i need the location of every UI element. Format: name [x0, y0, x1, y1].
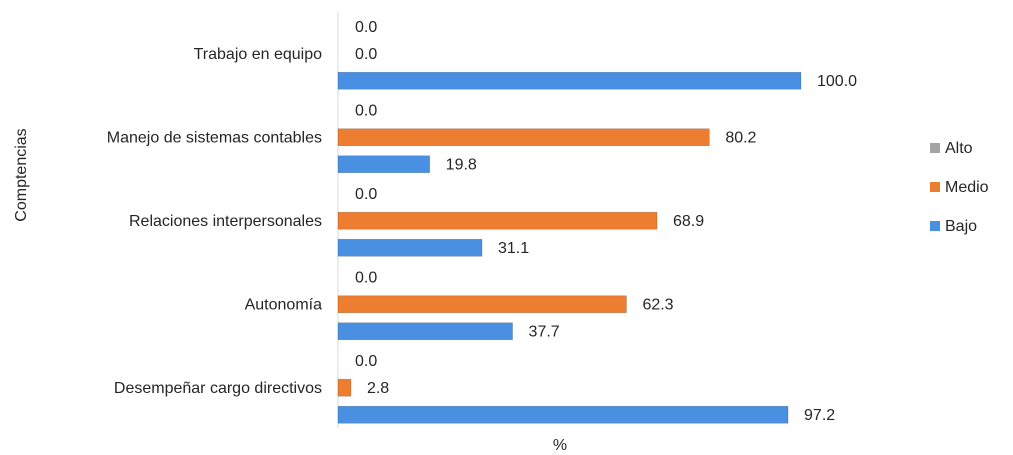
data-label-alto-trabajo-en-equipo: 0.0	[355, 19, 377, 36]
bar-bajo-manejo-de-sistemas-contables	[337, 155, 430, 174]
category-label-trabajo-en-equipo: Trabajo en equipo	[194, 46, 322, 63]
category-label-autonomia: Autonomía	[245, 296, 322, 313]
data-label-bajo-manejo-de-sistemas-contables: 19.8	[446, 156, 477, 173]
data-label-bajo-autonomia: 37.7	[529, 323, 560, 340]
bar-bajo-desempenar-cargo-directivos	[337, 405, 789, 424]
bar-bajo-trabajo-en-equipo	[337, 71, 802, 90]
data-label-alto-relaciones-interpersonales: 0.0	[355, 186, 377, 203]
bar-bajo-autonomia	[337, 322, 513, 341]
data-label-alto-autonomia: 0.0	[355, 269, 377, 286]
data-label-medio-trabajo-en-equipo: 0.0	[355, 46, 377, 63]
bar-medio-autonomia	[337, 295, 627, 314]
bar-medio-relaciones-interpersonales	[337, 211, 658, 230]
legend-label-alto: Alto	[945, 140, 973, 157]
category-label-relaciones-interpersonales: Relaciones interpersonales	[129, 213, 322, 230]
x-axis-title: %	[553, 437, 567, 454]
data-label-alto-desempenar-cargo-directivos: 0.0	[355, 353, 377, 370]
category-label-desempenar-cargo-directivos: Desempeñar cargo directivos	[114, 380, 322, 397]
data-label-medio-manejo-de-sistemas-contables: 80.2	[725, 129, 756, 146]
data-label-medio-autonomia: 62.3	[642, 296, 673, 313]
legend-label-medio: Medio	[945, 179, 989, 196]
data-label-bajo-relaciones-interpersonales: 31.1	[498, 240, 529, 257]
data-label-medio-relaciones-interpersonales: 68.9	[673, 213, 704, 230]
data-label-bajo-trabajo-en-equipo: 100.0	[817, 73, 857, 90]
legend-swatch-medio	[930, 182, 940, 192]
data-label-bajo-desempenar-cargo-directivos: 97.2	[804, 407, 835, 424]
data-label-alto-manejo-de-sistemas-contables: 0.0	[355, 102, 377, 119]
data-label-medio-desempenar-cargo-directivos: 2.8	[367, 380, 389, 397]
y-axis-title: Comptencias	[13, 128, 30, 221]
bar-medio-desempenar-cargo-directivos	[337, 378, 352, 397]
bars	[337, 71, 802, 424]
category-label-manejo-de-sistemas-contables: Manejo de sistemas contables	[107, 129, 322, 146]
bar-medio-manejo-de-sistemas-contables	[337, 128, 710, 147]
legend-swatch-alto	[930, 143, 940, 153]
legend-swatch-bajo	[930, 221, 940, 231]
legend: Alto Medio Bajo	[930, 140, 989, 235]
legend-label-bajo: Bajo	[945, 218, 977, 235]
data-labels: 0.0 0.0 100.0 0.0 80.2 19.8 0.0 68.9 31.1 0.0 62.3…	[355, 19, 857, 424]
category-labels: Trabajo en equipo Manejo de sistemas cont…	[107, 46, 322, 397]
bar-bajo-relaciones-interpersonales	[337, 238, 483, 257]
